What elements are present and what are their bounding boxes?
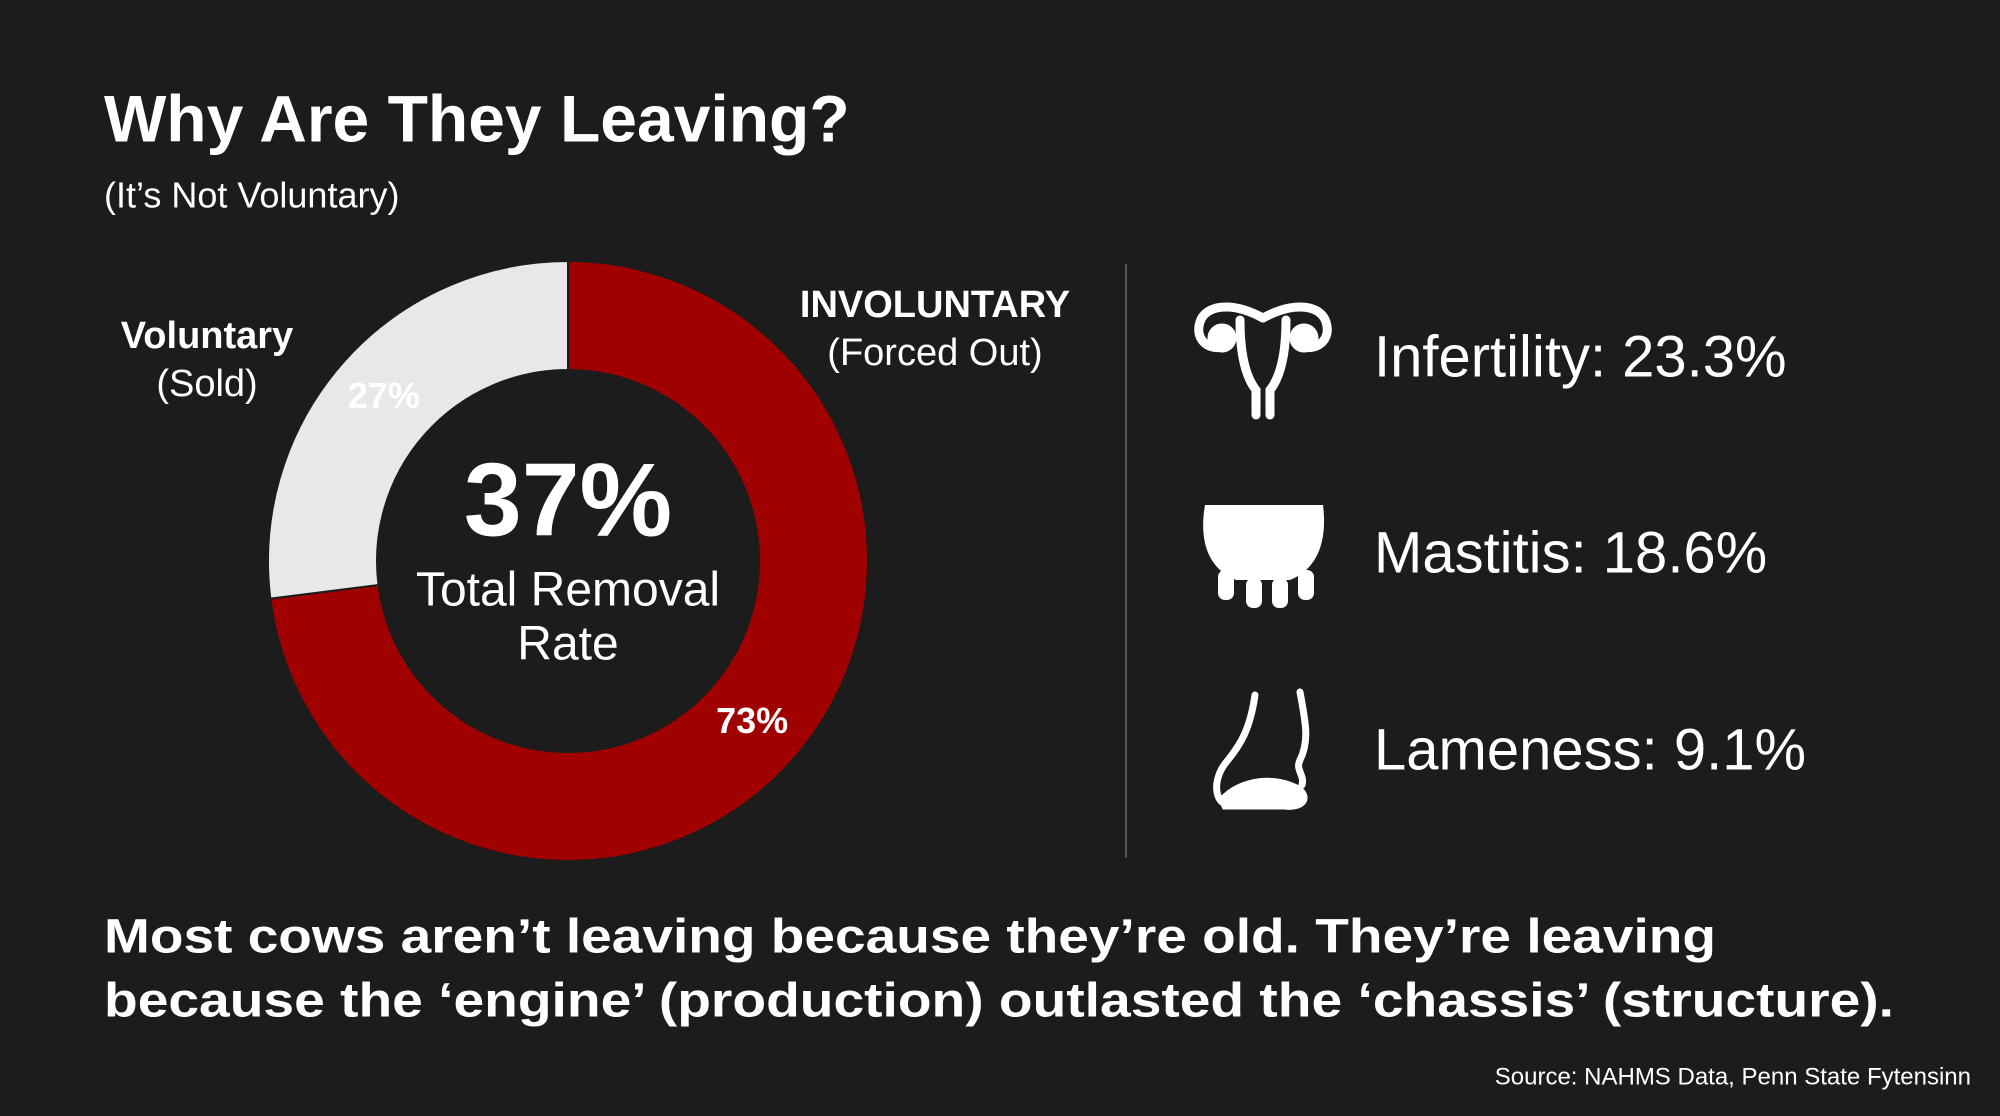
donut-chart: 73% 27% [267, 259, 869, 862]
infertility-icon [1194, 302, 1332, 420]
subtitle: (It’s Not Voluntary) [104, 175, 399, 216]
cause-label: Lameness: 9.1% [1374, 717, 1806, 782]
cause-label: Mastitis: 18.6% [1374, 520, 1767, 585]
category-note: (Forced Out) [827, 332, 1042, 374]
category-label: INVOLUNTARY [800, 284, 1070, 326]
mastitis-icon [1203, 505, 1325, 608]
center-label: Total Removal [416, 564, 720, 617]
value-label: 73% [716, 700, 788, 741]
center-label: Rate [517, 618, 618, 671]
center-value: 37% [464, 442, 672, 558]
cause-label: Infertility: 23.3% [1374, 324, 1787, 389]
footer-text: because the ‘engine’ (production) outlas… [104, 975, 1894, 1028]
donut-slice [269, 259, 869, 862]
source: Source: NAHMS Data, Penn State Fytensinn [1495, 1063, 1971, 1090]
footer-text: Most cows aren’t leaving because they’re… [104, 911, 1716, 964]
title: Why Are They Leaving? [104, 81, 850, 155]
donut-slice [267, 259, 569, 600]
lameness-icon [1213, 688, 1310, 810]
value-label: 27% [348, 375, 420, 416]
category-note: (Sold) [156, 363, 257, 405]
category-label: Voluntary [121, 315, 293, 357]
